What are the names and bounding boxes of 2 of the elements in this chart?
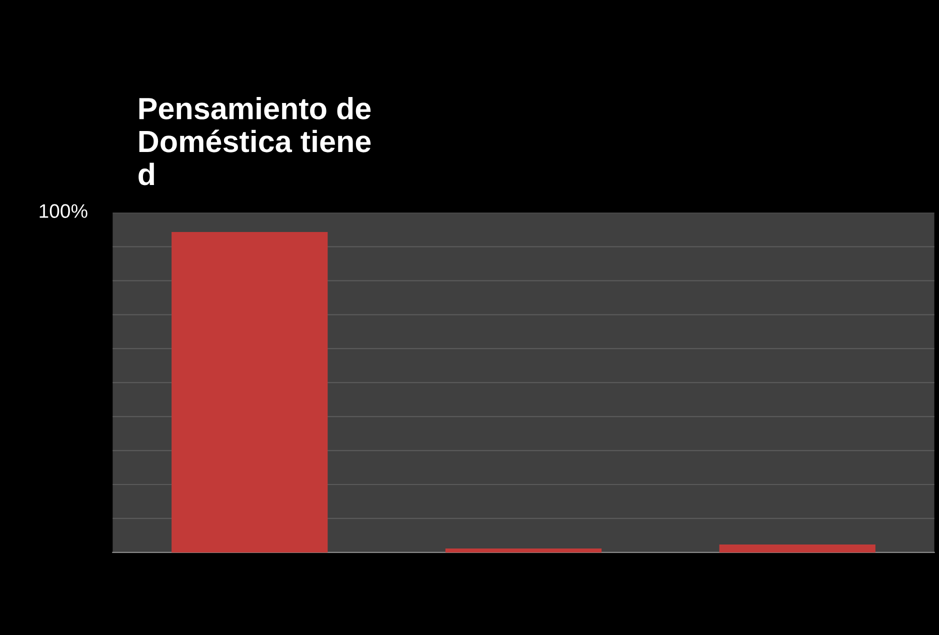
- chart-title: Pensamiento de Doméstica tiene d: [138, 96, 371, 186]
- text: 100%: [40, 204, 88, 218]
